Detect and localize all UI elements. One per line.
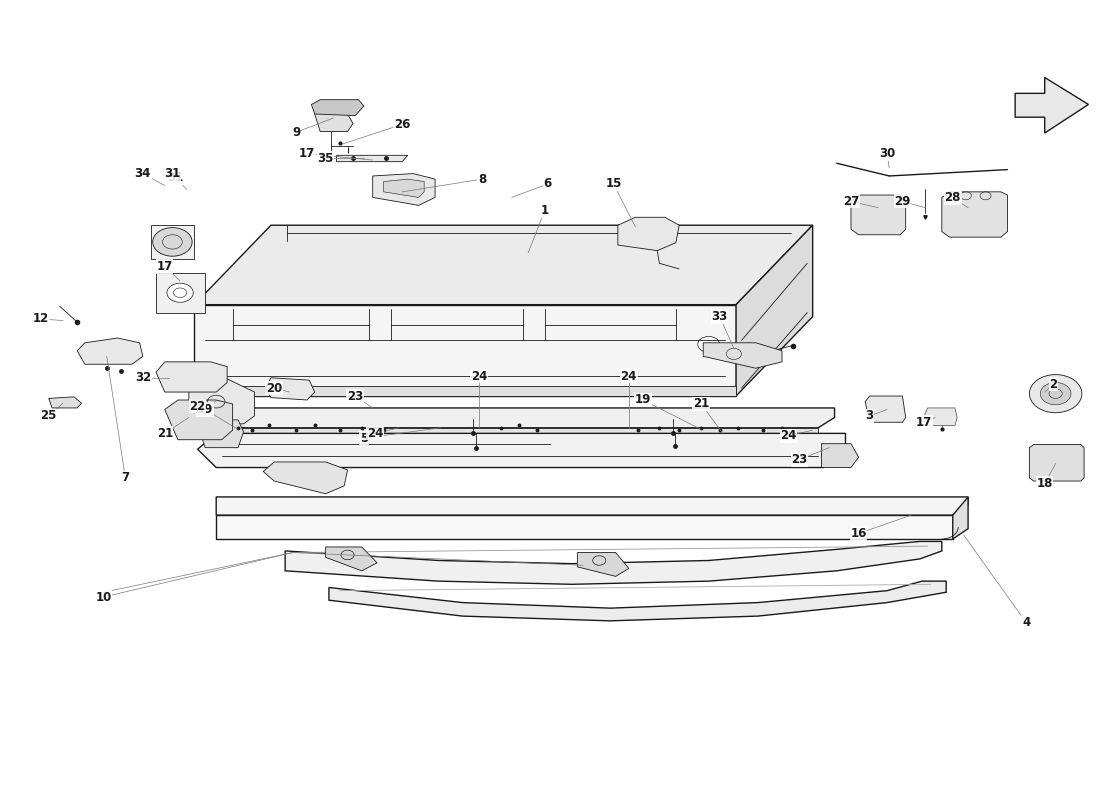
Text: 1: 1 [540, 205, 549, 218]
Text: 31: 31 [164, 167, 180, 180]
Text: 23: 23 [348, 390, 363, 402]
Polygon shape [165, 400, 232, 440]
Polygon shape [217, 497, 968, 515]
Text: 25: 25 [41, 410, 57, 422]
Polygon shape [195, 226, 813, 305]
Text: 21: 21 [156, 427, 173, 440]
Polygon shape [217, 515, 953, 539]
Text: 24: 24 [471, 370, 487, 382]
Text: 12: 12 [33, 313, 50, 326]
Text: 35: 35 [318, 152, 333, 165]
Text: 17: 17 [156, 260, 173, 273]
Circle shape [1041, 382, 1071, 405]
Polygon shape [736, 226, 813, 396]
Circle shape [153, 228, 192, 256]
Text: 18: 18 [1036, 477, 1053, 490]
Circle shape [1030, 374, 1082, 413]
Polygon shape [329, 581, 946, 621]
Polygon shape [265, 378, 315, 400]
Polygon shape [337, 155, 408, 162]
Polygon shape [373, 174, 436, 206]
Polygon shape [1030, 445, 1085, 481]
Text: 24: 24 [780, 430, 796, 442]
Polygon shape [315, 106, 353, 131]
Text: 19: 19 [197, 403, 213, 416]
Text: 23: 23 [791, 453, 807, 466]
Polygon shape [200, 420, 243, 448]
Text: 28: 28 [945, 191, 961, 204]
Text: 21: 21 [693, 398, 710, 410]
Polygon shape [326, 547, 377, 571]
Polygon shape [285, 542, 942, 584]
Polygon shape [703, 342, 782, 368]
Polygon shape [195, 428, 818, 436]
Polygon shape [953, 497, 968, 539]
Polygon shape [195, 305, 736, 396]
Text: 24: 24 [366, 427, 383, 440]
Text: 20: 20 [266, 382, 283, 394]
Polygon shape [263, 462, 348, 494]
Text: 29: 29 [894, 195, 911, 208]
Polygon shape [195, 386, 736, 396]
Text: 7: 7 [121, 471, 130, 484]
Polygon shape [384, 179, 425, 198]
Text: 33: 33 [712, 310, 728, 323]
Text: 32: 32 [134, 371, 151, 384]
Text: 5: 5 [360, 432, 368, 445]
Polygon shape [924, 408, 957, 426]
Text: 22: 22 [189, 400, 206, 413]
Polygon shape [156, 362, 227, 392]
Polygon shape [1015, 78, 1089, 133]
Polygon shape [311, 100, 364, 115]
Polygon shape [189, 376, 254, 424]
Text: 34: 34 [134, 167, 151, 180]
Polygon shape [156, 273, 206, 313]
Polygon shape [578, 553, 629, 576]
Text: 17: 17 [299, 147, 316, 160]
Text: 24: 24 [620, 370, 637, 382]
Polygon shape [178, 408, 835, 428]
Text: 26: 26 [394, 118, 410, 131]
Text: 9: 9 [292, 126, 300, 138]
Polygon shape [851, 195, 905, 234]
Polygon shape [77, 338, 143, 364]
Text: 15: 15 [605, 178, 621, 190]
Polygon shape [198, 434, 846, 467]
Text: 27: 27 [843, 195, 859, 208]
Polygon shape [48, 397, 81, 408]
Text: 31: 31 [167, 171, 184, 184]
Polygon shape [151, 226, 195, 258]
Text: 3: 3 [866, 410, 873, 422]
Polygon shape [822, 444, 859, 467]
Polygon shape [942, 192, 1008, 237]
Text: 30: 30 [879, 147, 895, 160]
Text: 4: 4 [1022, 616, 1031, 629]
Text: 19: 19 [635, 394, 651, 406]
Text: 17: 17 [916, 416, 933, 429]
Circle shape [167, 283, 194, 302]
Text: 10: 10 [96, 590, 111, 603]
Text: 6: 6 [543, 178, 552, 190]
Text: 34: 34 [134, 167, 151, 180]
Text: 8: 8 [478, 173, 486, 186]
Polygon shape [618, 218, 679, 250]
Text: 2: 2 [1049, 378, 1057, 390]
Text: 16: 16 [850, 527, 867, 540]
Polygon shape [866, 396, 905, 422]
